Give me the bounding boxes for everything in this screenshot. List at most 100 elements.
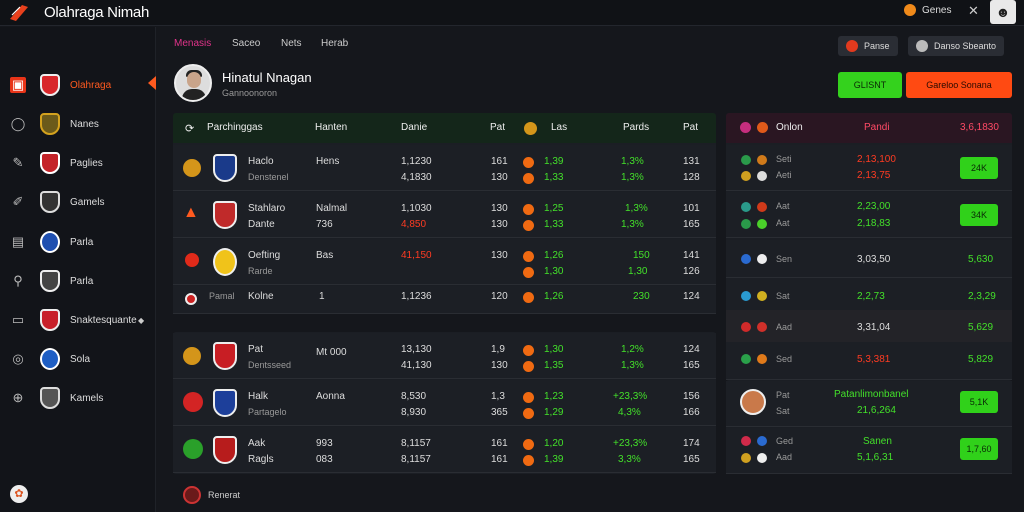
- tab-herab[interactable]: Herab: [321, 38, 349, 49]
- odd-value[interactable]: 1,26: [544, 250, 564, 261]
- expand-icon[interactable]: ◆: [138, 315, 145, 325]
- table-row[interactable]: Halk Partagelo Aonna 8,530 8,930 1,3 365…: [173, 380, 716, 426]
- danso-button[interactable]: Danso Sbeanto: [908, 36, 1005, 56]
- col-header[interactable]: Pards: [623, 122, 650, 133]
- sidebar-item-snaktesquante[interactable]: ▭ Snaktesquante ◆: [0, 304, 156, 336]
- odds-row[interactable]: Sed 5,3,381 5,829: [726, 342, 1012, 380]
- table-row[interactable]: Pat Dentsseed Mt 000 13,130 41,130 1,9 1…: [173, 333, 716, 379]
- profile-avatar[interactable]: [174, 64, 212, 102]
- sidebar-item-parla-2[interactable]: ⚲ Parla: [0, 265, 156, 297]
- odd-icon: [523, 204, 534, 215]
- sidebar-item-label: Parla: [70, 275, 94, 287]
- percent-value: +23,3%: [613, 391, 648, 402]
- team-name: Pat: [248, 344, 264, 355]
- table-row[interactable]: Aak Ragls 993 083 8,1157 8,1157 161 161 …: [173, 427, 716, 473]
- table-row[interactable]: Oefting Rarde Bas 41,150 130 1,26 1,30 1…: [173, 239, 716, 285]
- footer-label[interactable]: Renerat: [208, 490, 241, 500]
- odd-value[interactable]: 1,26: [544, 291, 564, 302]
- odd-value[interactable]: 1,39: [544, 454, 564, 465]
- odd-value[interactable]: 1,30: [544, 344, 564, 355]
- gareloo-button[interactable]: Gareloo Sonana: [906, 72, 1012, 98]
- odd-value[interactable]: 1,35: [544, 360, 564, 371]
- avatar[interactable]: ☻: [990, 0, 1016, 24]
- table-row[interactable]: Haclo Denstenel Hens 1,1230 4,1830 161 1…: [173, 145, 716, 191]
- close-icon[interactable]: ✕: [968, 3, 979, 18]
- sidebar-item-gamels[interactable]: ✐ Gamels: [0, 186, 156, 218]
- bet-button[interactable]: 1,7,60: [960, 438, 998, 460]
- cell-value: 1,3: [491, 391, 505, 402]
- team-icon: [757, 155, 767, 165]
- col-header[interactable]: Danie: [401, 122, 428, 133]
- odd-value[interactable]: 1,20: [544, 438, 564, 449]
- bet-value[interactable]: 5,829: [968, 354, 994, 365]
- col-header[interactable]: 3,6,1830: [960, 122, 999, 133]
- odds-row[interactable]: Sat 2,2,73 2,3,29: [726, 278, 1012, 316]
- col-header[interactable]: Parchinggas: [207, 122, 263, 133]
- sidebar-item-label: Gamels: [70, 196, 105, 208]
- pen-icon: ✎: [12, 155, 24, 170]
- settings-icon[interactable]: ✿: [10, 485, 28, 503]
- odd-icon: [523, 292, 534, 303]
- odds-row[interactable]: Pat Sat Patanlimonbanel 21,6,264 5,1K: [726, 381, 1012, 427]
- odds-row[interactable]: Aat Aat 2,23,00 2,18,83 34K: [726, 192, 1012, 238]
- cell-value: 161: [491, 438, 508, 449]
- danso-label: Danso Sbeanto: [934, 41, 997, 51]
- odd-value[interactable]: 1,39: [544, 156, 564, 167]
- team-icon: [741, 322, 751, 332]
- sidebar-item-olahraga[interactable]: ▣ Olahraga: [0, 69, 156, 101]
- table-header: ⟳ Parchinggas Hanten Danie Pat Las Pards…: [173, 113, 716, 143]
- sidebar-item-parla[interactable]: ▤ Parla: [0, 226, 156, 258]
- odds-row[interactable]: Aad 3,31,04 5,629: [726, 310, 1012, 348]
- sidebar-item-kamels[interactable]: ⊕ Kamels: [0, 382, 156, 414]
- odd-icon: [523, 157, 534, 168]
- col-header[interactable]: Onlon: [776, 122, 803, 133]
- odd-value[interactable]: 1,29: [544, 407, 564, 418]
- table-row[interactable]: Pamal Kolne 1 1,1236 120 1,26 230 124: [173, 286, 716, 314]
- bet-button[interactable]: 24K: [960, 157, 998, 179]
- tab-nets[interactable]: Nets: [281, 38, 302, 49]
- odd-value[interactable]: 1,23: [544, 391, 564, 402]
- team-icon: [757, 171, 767, 181]
- bet-value[interactable]: 2,3,29: [968, 291, 996, 302]
- active-indicator-icon: [148, 76, 156, 90]
- bet-value[interactable]: 5,629: [968, 322, 994, 333]
- cell-value: 124: [683, 344, 700, 355]
- sidebar-item-sola[interactable]: ◎ Sola: [0, 343, 156, 375]
- odd-value[interactable]: 1,30: [544, 266, 564, 277]
- cell-value: Bas: [316, 250, 334, 261]
- table-row[interactable]: ▲ Stahlaro Dante Nalmal 736 1,1030 4,850…: [173, 192, 716, 238]
- team-icon: [741, 171, 751, 181]
- odds-row[interactable]: Seti Aeti 2,13,100 2,13,75 24K: [726, 145, 1012, 191]
- odd-value[interactable]: 1,33: [544, 172, 564, 183]
- tab-saceo[interactable]: Saceo: [232, 38, 261, 49]
- cell-value: 8,930: [401, 407, 427, 418]
- team-crest-icon: [213, 154, 237, 182]
- col-header[interactable]: Pat: [683, 122, 699, 133]
- user-label: Genes: [922, 4, 952, 16]
- bet-value[interactable]: 5,630: [968, 254, 994, 265]
- col-header[interactable]: Hanten: [315, 122, 348, 133]
- cell-value: 161: [491, 454, 508, 465]
- globe-icon: ◎: [12, 351, 24, 366]
- col-header[interactable]: Pat: [490, 122, 506, 133]
- panse-button[interactable]: Panse: [838, 36, 898, 56]
- bet-button[interactable]: 34K: [960, 204, 998, 226]
- tab-menasis[interactable]: Menasis: [174, 38, 212, 49]
- odd-value[interactable]: 1,25: [544, 203, 564, 214]
- odd-icon: [523, 345, 534, 356]
- odds-row[interactable]: Ged Aad Sanen 5,1,6,31 1,7,60: [726, 428, 1012, 474]
- odds-row[interactable]: Sen 3,03,50 5,630: [726, 240, 1012, 278]
- cell-value: 165: [683, 454, 700, 465]
- refresh-icon[interactable]: ⟳: [185, 123, 195, 135]
- sidebar-item-paglies[interactable]: ✎ Paglies: [0, 147, 156, 179]
- sidebar-item-nanes[interactable]: ◯ Nanes: [0, 108, 156, 140]
- user-menu[interactable]: Genes: [904, 4, 951, 16]
- col-header[interactable]: Pandi: [864, 122, 890, 133]
- col-header[interactable]: Las: [551, 122, 568, 133]
- cell-value: 165: [683, 219, 700, 230]
- bet-button[interactable]: 5,1K: [960, 391, 998, 413]
- odd-value[interactable]: 1,33: [544, 219, 564, 230]
- glisnt-button[interactable]: GLISNT: [838, 72, 902, 98]
- team-sub: Partagelo: [248, 407, 287, 417]
- cell-value: 1: [319, 291, 325, 302]
